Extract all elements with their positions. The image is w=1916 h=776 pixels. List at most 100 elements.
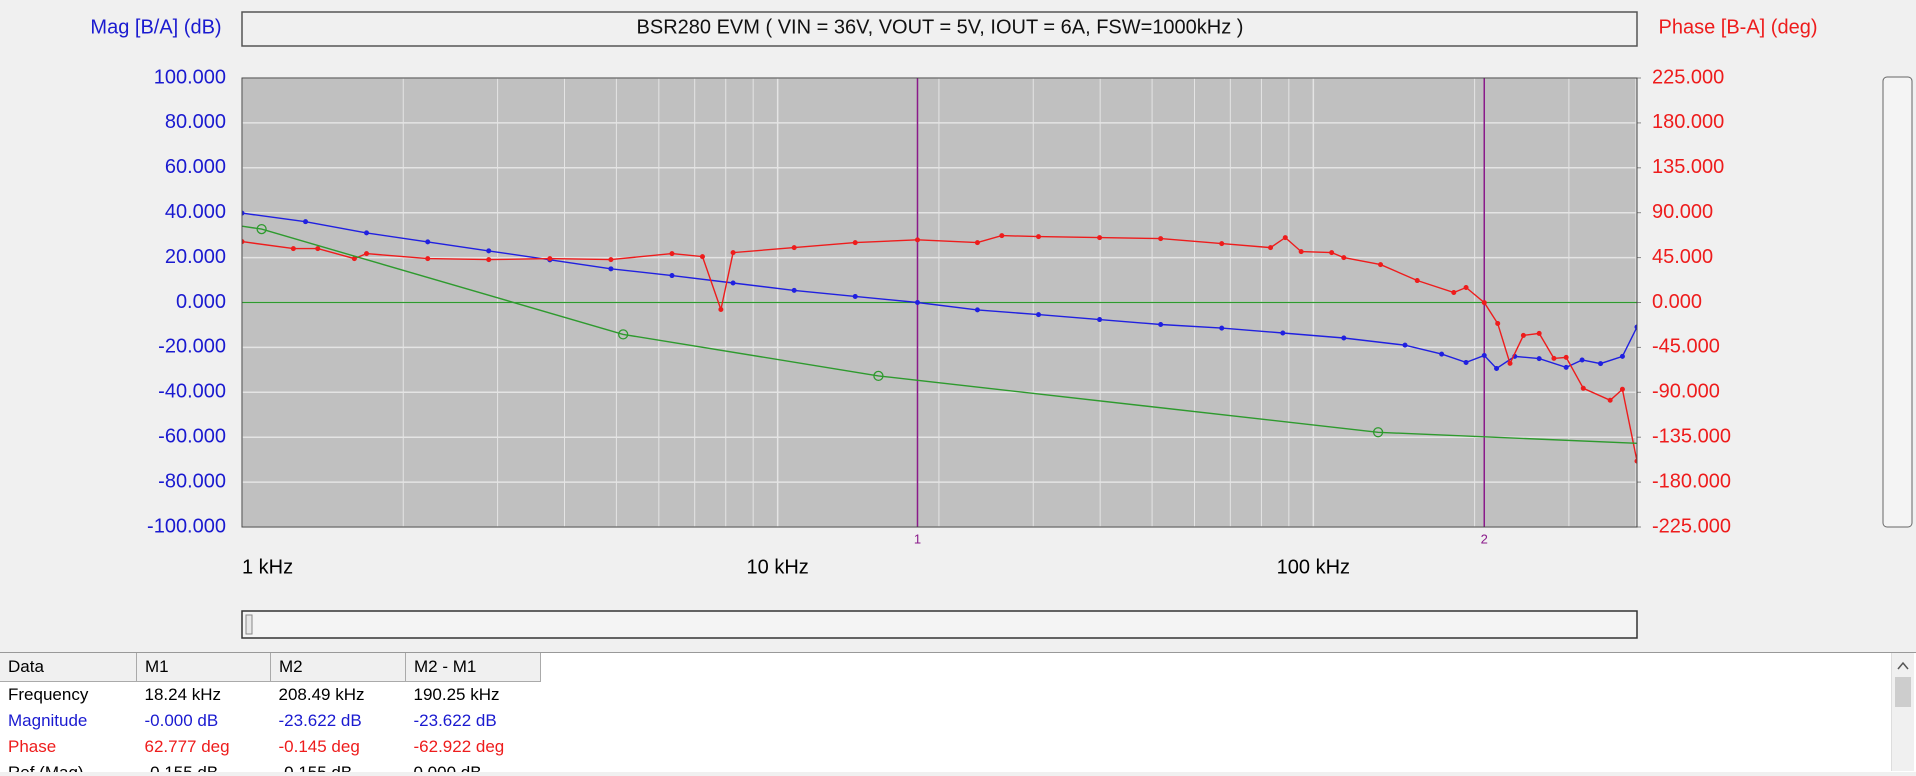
data-point — [1481, 352, 1487, 358]
data-point — [1463, 285, 1469, 291]
header-cell: M1 — [136, 653, 271, 682]
data-point — [1551, 355, 1557, 361]
horizontal-scrollbar[interactable] — [241, 610, 1638, 639]
data-point — [1619, 353, 1625, 359]
data-point — [1097, 235, 1103, 241]
data-row: Frequency 18.24 kHz 208.49 kHz 190.25 kHz — [0, 682, 541, 709]
data-cell: 190.25 kHz — [413, 685, 500, 704]
data-point — [791, 287, 797, 293]
data-point — [1507, 360, 1513, 366]
marker-table: Data M1 M2 M2 - M1 Frequency 18.24 kHz 208.49 … — [0, 652, 1916, 772]
data-point — [1402, 342, 1408, 348]
data-point — [425, 256, 431, 262]
data-cell: Frequency — [8, 685, 89, 704]
series-line — [242, 225, 1637, 444]
header-cell: Data — [0, 653, 137, 682]
y-tick-label: 60.000 — [165, 156, 226, 178]
header-row: Data M1 M2 M2 - M1 — [0, 653, 541, 682]
data-cell: -0.000 dB — [144, 711, 219, 730]
data-cell: 208.49 kHz — [278, 685, 365, 704]
data-point — [486, 257, 492, 263]
scroll-arrows — [1895, 661, 1911, 707]
y2-tick-label: -225.000 — [1652, 515, 1731, 537]
data-point — [1579, 357, 1585, 363]
data-point — [852, 240, 858, 246]
data-point — [852, 293, 858, 299]
data-point — [364, 251, 370, 257]
data-cell: 18.24 kHz — [144, 685, 222, 704]
bode-plot: BSR280 EVM ( VIN = 36V, VOUT = 5V, IOUT … — [90, 11, 1913, 639]
data-point — [1481, 300, 1487, 306]
data-point — [1378, 262, 1384, 268]
data-point — [425, 239, 431, 245]
data-point — [1463, 359, 1469, 365]
data-point — [699, 254, 705, 260]
data-point — [303, 219, 309, 225]
data-point — [1494, 366, 1500, 372]
data-point — [974, 307, 980, 313]
data-point — [1158, 322, 1164, 328]
data-point — [791, 245, 797, 251]
scrollbar-thumb[interactable] — [245, 614, 253, 635]
data-cell: -0.155 dB — [271, 760, 406, 772]
series-line — [242, 234, 1637, 462]
y-tick-label: 80.000 — [165, 111, 226, 133]
header-cell: M2 — [270, 653, 406, 682]
data-point — [486, 248, 492, 254]
y-tick-label: 20.000 — [165, 246, 226, 268]
data-point — [1219, 325, 1225, 331]
data-point — [1036, 234, 1042, 240]
data-point — [256, 223, 267, 235]
data-point — [974, 240, 980, 246]
data-point — [669, 273, 675, 279]
data-point — [1282, 235, 1288, 241]
data-point — [1495, 320, 1501, 326]
data-point — [730, 280, 736, 286]
y2-tick-label: 135.000 — [1652, 156, 1724, 178]
data-point — [1563, 364, 1569, 370]
data-point — [1563, 354, 1569, 360]
data-point — [914, 299, 920, 305]
data-cell: 62.777 deg — [144, 737, 230, 756]
y2-tick-label: -180.000 — [1652, 470, 1731, 492]
data-row: Ref (Mag)-0.155 dB-0.155 dB0.000 dB — [0, 760, 541, 772]
table-scrollbar[interactable] — [1891, 653, 1914, 771]
marker-label: 1 — [914, 531, 921, 546]
data-point — [999, 233, 1005, 239]
data-cell: -0.155 dB — [137, 760, 271, 772]
x-tick-label: 1 kHz — [242, 556, 293, 578]
data-point — [1439, 351, 1445, 357]
data-row: Phase 62.777 deg -0.145 deg -62.922 deg — [0, 734, 541, 760]
title-box — [241, 11, 1638, 47]
data-point — [608, 266, 614, 272]
data-point — [1634, 324, 1637, 330]
data-point — [1341, 335, 1347, 341]
y-tick-label: -80.000 — [158, 470, 226, 492]
data-point — [1607, 397, 1613, 403]
data-point — [1298, 249, 1304, 255]
data-point — [547, 256, 553, 262]
data-point — [364, 230, 370, 236]
y-tick-label: -20.000 — [158, 336, 226, 358]
data-cell: -23.622 dB — [278, 711, 362, 730]
data-point — [1580, 385, 1586, 391]
vertical-slider[interactable] — [1882, 76, 1913, 528]
y2-tick-label: -135.000 — [1652, 425, 1731, 447]
y-tick-label: 40.000 — [165, 201, 226, 223]
data-row: Magnitude -0.000 dB -23.622 dB -23.622 dB — [0, 708, 541, 734]
data-cell: -0.145 deg — [278, 737, 360, 756]
y2-tick-label: 0.000 — [1652, 291, 1702, 313]
y2-tick-label: -90.000 — [1652, 381, 1720, 403]
y2-tick-label: 180.000 — [1652, 111, 1724, 133]
y-tick-label: -60.000 — [158, 425, 226, 447]
data-cell: Ref (Mag) — [0, 760, 137, 772]
data-point — [873, 370, 884, 382]
data-point — [1036, 312, 1042, 318]
data-point — [1219, 241, 1225, 247]
data-point — [718, 306, 724, 312]
data-cell: -62.922 deg — [413, 737, 505, 756]
x-tick-label: 100 kHz — [1277, 556, 1350, 578]
data-point — [1619, 386, 1625, 392]
y2-tick-label: 225.000 — [1652, 66, 1724, 88]
y-tick-label: 0.000 — [176, 291, 226, 313]
